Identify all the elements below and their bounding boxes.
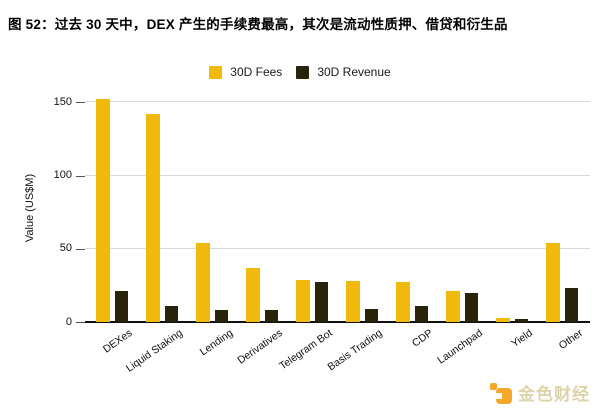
y-axis-tick-mark-0 (76, 322, 85, 323)
bar-30d-revenue-cdp (415, 305, 428, 322)
y-axis-tick-mark-50 (76, 248, 85, 250)
y-axis-tick-label-100: 100 (53, 169, 72, 182)
bar-30d-revenue-liquid-staking (165, 305, 178, 322)
bar-30d-fees-other (546, 242, 560, 322)
fees-swatch-icon (209, 65, 223, 79)
bar-30d-revenue-basis-trading (365, 308, 378, 322)
bar-30d-fees-launchpad (446, 291, 460, 322)
y-axis-tick-label-50: 50 (59, 242, 72, 255)
x-axis-label-cdp: CDP (409, 327, 435, 350)
x-axis-line (85, 321, 590, 323)
bar-30d-revenue-lending (215, 310, 228, 322)
bar-30d-fees-derivatives (246, 267, 260, 322)
jinse-logo-icon (490, 382, 512, 404)
x-axis-label-dexes: DEXes (101, 327, 135, 356)
x-axis-label-other: Other (556, 327, 585, 352)
bar-30d-fees-liquid-staking (146, 114, 160, 322)
x-axis-label-launchpad: Launchpad (435, 327, 485, 367)
gridline-150 (85, 101, 590, 103)
x-axis-label-basis-trading: Basis Trading (325, 327, 385, 374)
bar-30d-fees-cdp (396, 282, 410, 322)
chart-title: 图 52：过去 30 天中，DEX 产生的手续费最高，其次是流动性质押、借贷和衍… (8, 17, 508, 32)
x-axis-label-yield: Yield (509, 327, 535, 351)
gridline-100 (85, 174, 590, 176)
y-axis-tick-mark-150 (76, 102, 85, 104)
gridline-50 (85, 247, 590, 249)
legend-item-fees: 30D Fees (209, 65, 282, 79)
bar-30d-revenue-derivatives (265, 310, 278, 322)
legend-item-revenue: 30D Revenue (296, 65, 391, 79)
y-axis-tick-label-150: 150 (53, 95, 72, 108)
bar-30d-revenue-dexes (115, 291, 128, 322)
legend-label-revenue: 30D Revenue (317, 65, 391, 79)
bar-30d-fees-basis-trading (346, 281, 360, 322)
bar-30d-revenue-yield (515, 319, 528, 322)
bar-30d-revenue-telegram-bot (315, 282, 328, 322)
legend: 30D Fees 30D Revenue (0, 65, 600, 79)
watermark-logo: 金色财经 (490, 380, 590, 405)
bar-30d-revenue-other (565, 288, 578, 322)
y-axis-tick-mark-100 (76, 175, 85, 177)
y-axis-tick-label-0: 0 (65, 315, 72, 328)
revenue-swatch-icon (296, 65, 310, 79)
y-axis-title: Value (US$M) (24, 173, 36, 243)
plot-area (85, 95, 590, 323)
bar-30d-fees-lending (196, 242, 210, 322)
bar-30d-revenue-launchpad (465, 292, 478, 322)
bar-30d-fees-yield (496, 317, 510, 322)
bar-30d-fees-dexes (96, 99, 110, 322)
legend-label-fees: 30D Fees (230, 65, 283, 79)
watermark-text: 金色财经 (518, 385, 590, 404)
bar-30d-fees-telegram-bot (296, 279, 310, 322)
x-axis-label-lending: Lending (197, 327, 235, 359)
